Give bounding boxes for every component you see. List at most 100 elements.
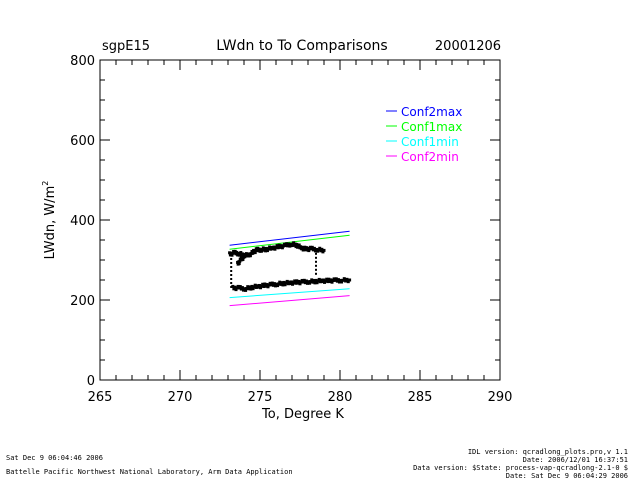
observation-point-lower: [263, 282, 267, 286]
observation-point-upper: [240, 252, 244, 256]
chart-date-label: 20001206: [435, 39, 501, 54]
observation-drop-point: [230, 286, 233, 288]
observation-point-lower: [345, 277, 349, 281]
observation-point-lower: [246, 285, 250, 289]
observation-point-upper: [318, 246, 322, 250]
footer-data-version: Data version: $State: process-vap-qcradl…: [413, 464, 628, 472]
observation-point-lower: [245, 287, 249, 291]
observation-point-upper: [256, 246, 260, 250]
observation-point-lower: [329, 278, 333, 282]
observation-point-upper: [261, 246, 265, 250]
x-tick-label: 265: [88, 390, 113, 405]
observation-point-upper: [248, 252, 252, 256]
series-line-conf2min: [229, 295, 350, 307]
observation-point-upper: [322, 248, 326, 252]
observation-point-upper: [229, 251, 233, 255]
observation-point-upper: [267, 247, 271, 251]
observation-drop-point: [315, 264, 317, 267]
observation-point-lower: [326, 280, 330, 284]
observation-point-lower: [331, 279, 335, 283]
observation-point-lower: [291, 282, 295, 286]
observation-point-lower: [294, 281, 298, 285]
observation-point-lower: [301, 280, 305, 284]
x-tick-label: 290: [488, 390, 513, 405]
observation-point-upper: [268, 245, 272, 249]
observation-point-lower: [267, 283, 271, 287]
observation-point-upper: [294, 245, 298, 249]
observation-point-upper: [306, 246, 310, 250]
observation-point-lower: [328, 280, 332, 284]
observation-point-lower: [302, 278, 306, 282]
observation-point-upper: [244, 253, 248, 257]
observation-point-upper: [245, 254, 249, 258]
observation-drop-point: [230, 274, 233, 276]
observation-point-lower: [233, 285, 237, 289]
observation-drop-point: [315, 268, 317, 271]
observation-point-upper: [274, 245, 278, 249]
observation-point-upper: [278, 245, 282, 249]
y-axis-label-main: LWdn, W/m: [43, 186, 58, 260]
observation-point-upper: [236, 251, 240, 255]
observation-point-upper: [279, 244, 283, 248]
observation-point-upper: [228, 251, 232, 255]
observation-point-upper: [292, 241, 296, 245]
observation-point-lower: [292, 281, 296, 285]
observation-point-upper: [284, 244, 288, 248]
observation-point-upper: [295, 242, 299, 246]
observation-point-lower: [318, 280, 322, 284]
observation-point-lower: [342, 277, 346, 281]
observation-drop-point: [230, 258, 233, 260]
observation-point-lower: [240, 286, 244, 290]
observation-point-upper: [263, 247, 267, 251]
observation-point-lower: [269, 283, 273, 287]
observation-point-lower: [344, 279, 348, 283]
observation-point-upper: [277, 243, 281, 247]
observation-point-upper: [304, 246, 308, 250]
observation-point-upper: [265, 249, 269, 253]
observation-point-lower: [272, 282, 276, 286]
y-axis-label-superscript: 2: [41, 181, 50, 186]
observation-point-lower: [286, 282, 290, 286]
observation-point-lower: [311, 280, 315, 284]
observation-point-lower: [282, 280, 286, 284]
observation-point-dip: [242, 255, 246, 259]
observation-point-lower: [248, 285, 252, 289]
observation-point-upper: [271, 247, 275, 251]
observation-point-upper: [275, 244, 279, 248]
observation-point-upper: [269, 247, 273, 251]
observation-point-lower: [334, 277, 338, 281]
observation-point-lower: [316, 279, 320, 283]
observation-point-lower: [341, 278, 345, 282]
observation-point-lower: [307, 280, 311, 284]
observation-point-upper: [258, 249, 262, 253]
observation-point-upper: [239, 251, 243, 255]
y-tick-label: 800: [70, 54, 95, 69]
observation-point-lower: [332, 277, 336, 281]
observation-point-lower: [259, 286, 263, 290]
observation-point-lower: [296, 281, 300, 285]
observation-point-lower: [300, 278, 304, 282]
observation-point-lower: [278, 280, 282, 284]
observation-point-lower: [348, 278, 352, 282]
footer-lab: Battelle Pacific Northwest National Labo…: [6, 468, 293, 476]
footer-file-date: Date: 2006/12/01 16:37:51: [522, 456, 628, 464]
observation-point-lower: [333, 278, 337, 282]
observation-point-lower: [238, 285, 242, 289]
observation-point-lower: [323, 280, 327, 284]
observation-point-lower: [280, 281, 284, 285]
observation-drop-point: [315, 272, 317, 275]
legend-label-conf1max: Conf1max: [401, 120, 462, 134]
observation-point-upper: [307, 249, 311, 253]
observation-drop-point: [315, 252, 317, 255]
x-tick-label: 275: [248, 390, 273, 405]
observation-drop-point: [230, 266, 233, 268]
y-axis-label: LWdn, W/m2: [41, 181, 58, 260]
observation-point-dip: [237, 262, 241, 266]
observation-point-lower: [266, 285, 270, 289]
observation-point-upper: [285, 242, 289, 246]
observation-point-lower: [337, 280, 341, 284]
observation-point-upper: [320, 247, 324, 251]
observation-point-upper: [233, 249, 237, 253]
observation-point-lower: [270, 281, 274, 285]
observation-point-lower: [327, 277, 331, 281]
